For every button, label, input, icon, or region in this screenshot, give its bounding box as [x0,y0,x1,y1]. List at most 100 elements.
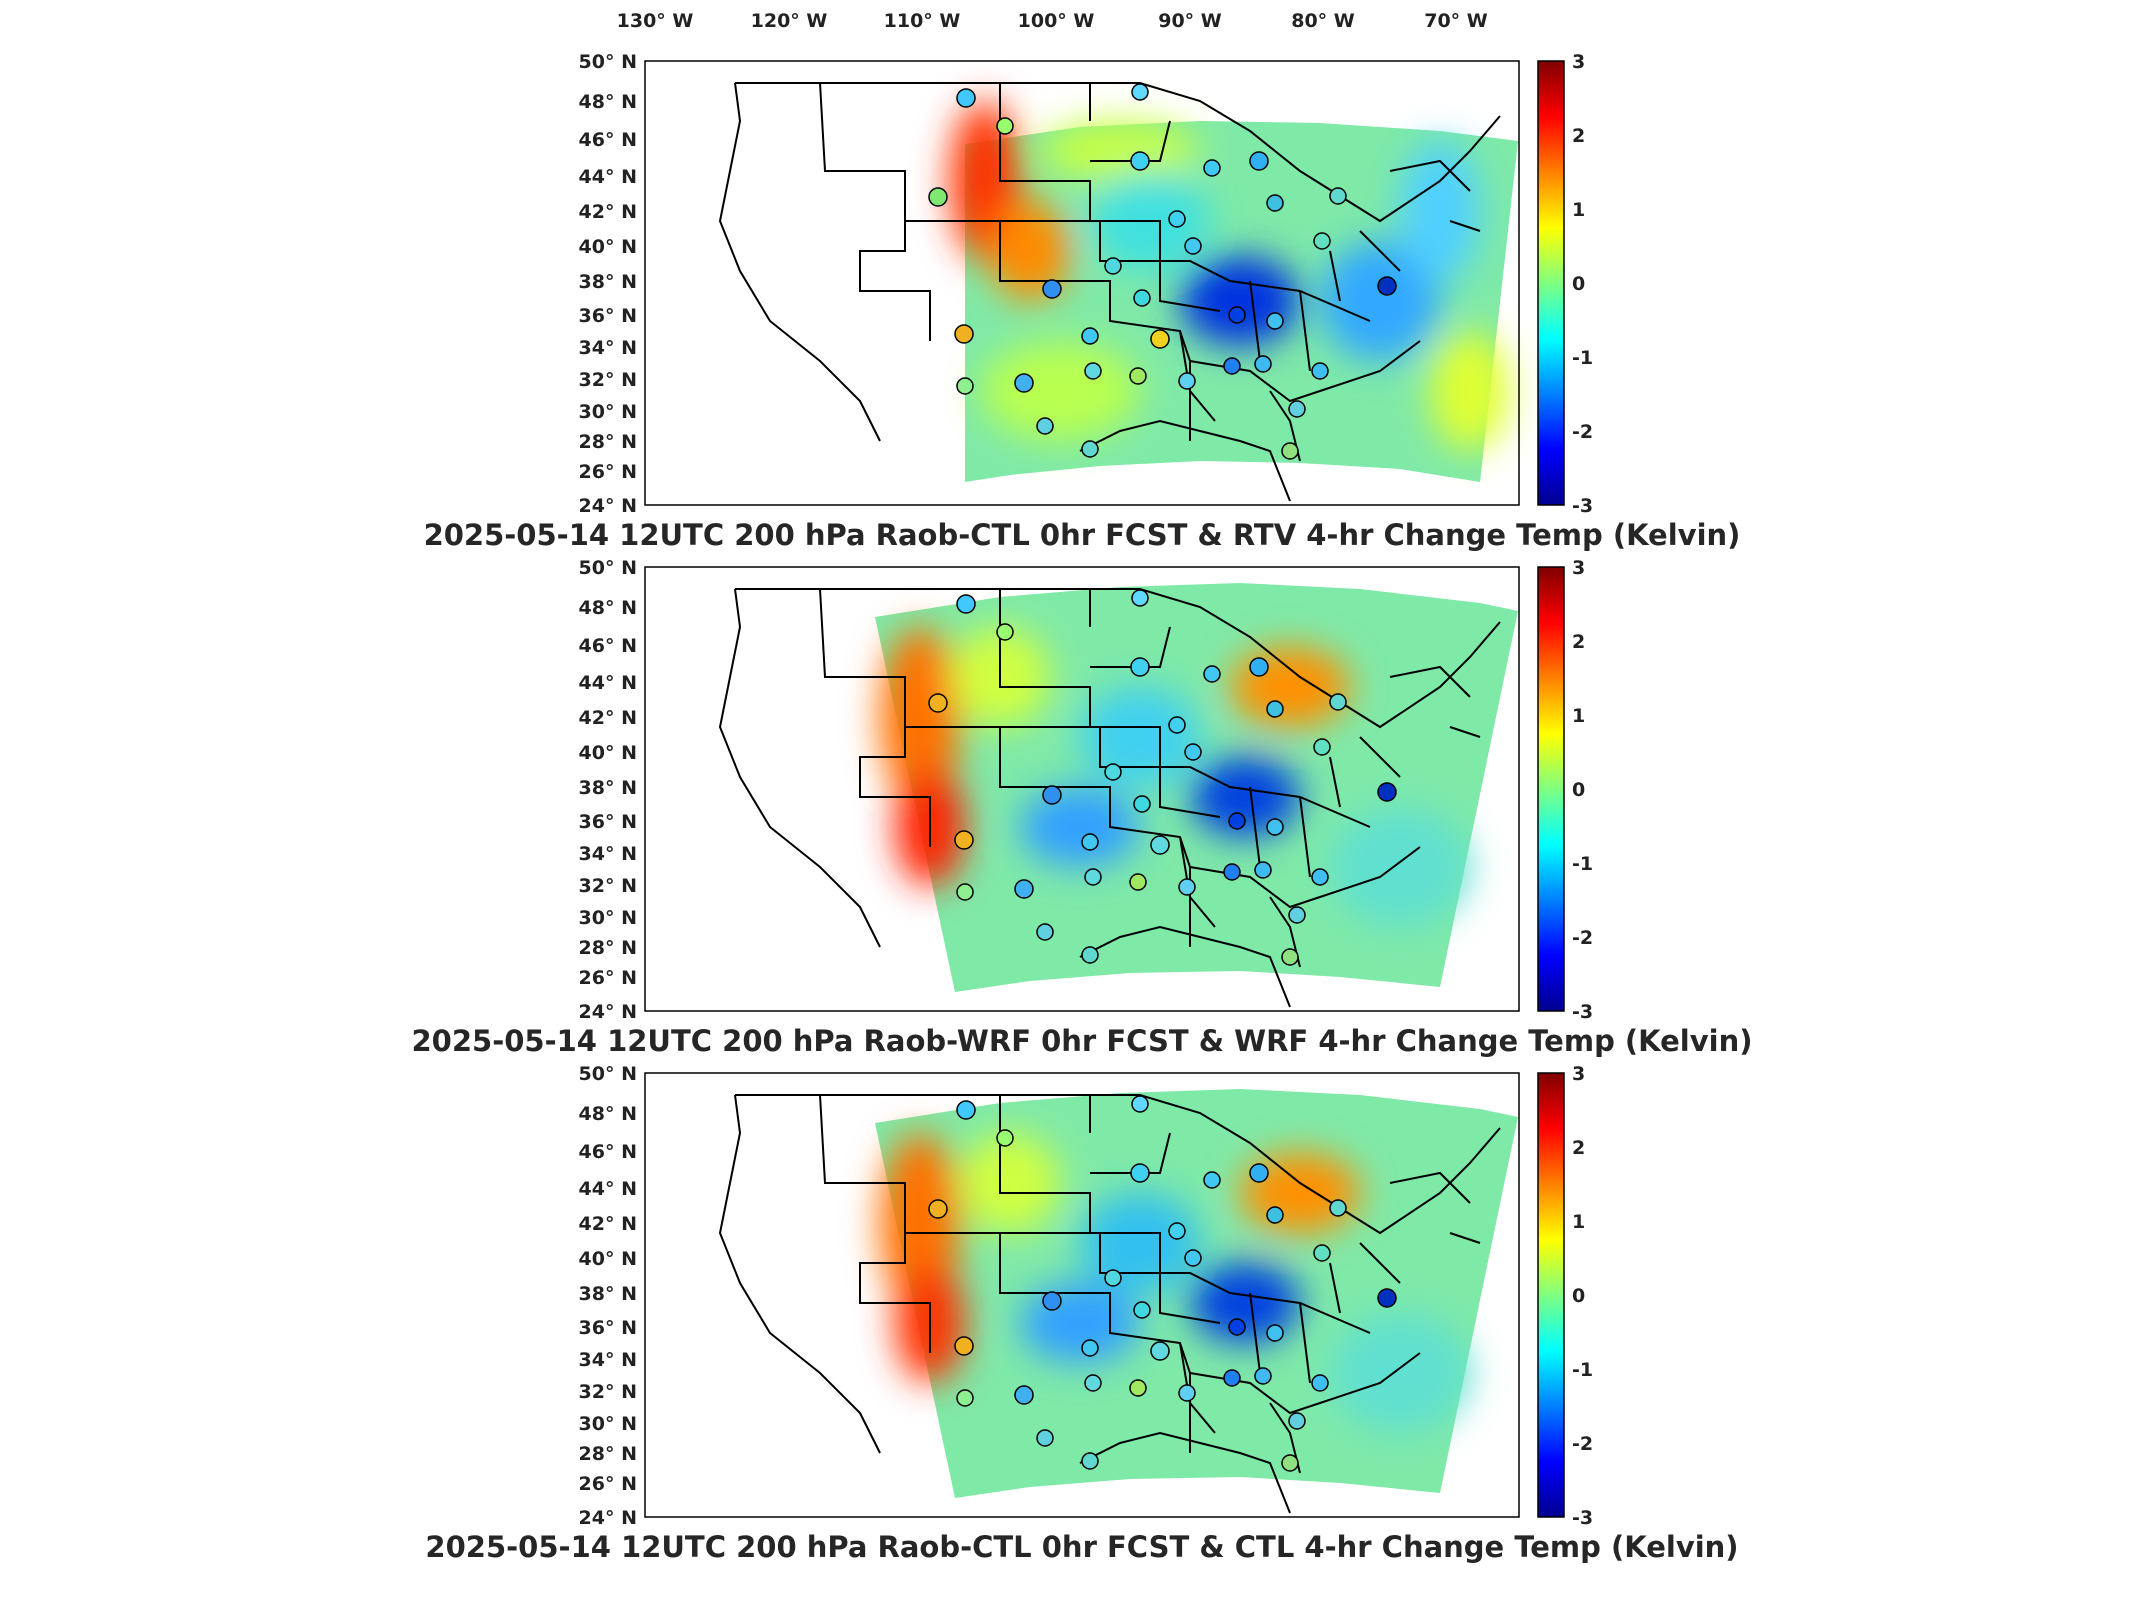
raob-station [956,594,976,614]
raob-station [1168,210,1186,228]
colorbar: 3 2 1 0 -1 -2 -3 [1537,557,1593,1023]
raob-station [954,1336,974,1356]
lat-label: 44° N [579,1178,637,1200]
lat-label: 50° N [579,557,637,579]
raob-stations [928,83,1397,460]
raob-station [1133,795,1151,813]
raob-station [1042,1291,1062,1311]
colorbar-tick: -2 [1572,421,1593,443]
raob-station [1081,327,1099,345]
state-borders [718,1094,1501,1514]
colorbar-tick: -3 [1572,1001,1593,1023]
lat-label: 32° N [579,1381,637,1403]
raob-station [1223,863,1241,881]
raob-station [1249,1163,1269,1183]
raob-station [1288,1412,1306,1430]
raob-station [1081,1452,1099,1470]
lat-label: 36° N [579,811,637,833]
lat-label: 34° N [579,843,637,865]
colorbar-tick: 0 [1572,1285,1585,1307]
raob-station [1228,1318,1246,1336]
raob-station [1311,1374,1329,1392]
lat-label: 48° N [579,597,637,619]
raob-station [1281,1454,1299,1472]
lat-label: 30° N [579,907,637,929]
colorbar-tick: 1 [1572,1211,1585,1233]
raob-station [1249,151,1269,171]
raob-station [1036,923,1054,941]
colorbar-tick: -1 [1572,1359,1593,1381]
colorbar-tick: -3 [1572,1507,1593,1529]
raob-station [1130,151,1150,171]
colorbar-tick: 1 [1572,705,1585,727]
panel-title: 2025-05-14 12UTC 200 hPa Raob-WRF 0hr FC… [411,1024,1752,1058]
raob-station [1042,279,1062,299]
lat-label: 44° N [579,672,637,694]
raob-station [1254,1367,1272,1385]
panel-title: 2025-05-14 12UTC 200 hPa Raob-CTL 0hr FC… [424,518,1741,552]
raob-station [1131,589,1149,607]
raob-station [1249,657,1269,677]
lat-label: 36° N [579,1317,637,1339]
lon-label: 100° W [1018,10,1095,32]
map-frame [644,60,1520,506]
raob-station [1104,763,1122,781]
lat-label: 48° N [579,1103,637,1125]
lon-label: 120° W [751,10,828,32]
colorbar-tick: 2 [1572,631,1585,653]
raob-station [1131,1095,1149,1113]
raob-station [1377,1288,1397,1308]
raob-station [1014,879,1034,899]
raob-station [1203,1171,1221,1189]
lat-label: 40° N [579,742,637,764]
raob-station [1014,373,1034,393]
colorbar-tick: 1 [1572,199,1585,221]
raob-station [956,377,974,395]
raob-station [1150,1341,1170,1361]
raob-station [1150,329,1170,349]
lat-label: 26° N [579,461,637,483]
raob-stations [928,589,1397,966]
raob-station [956,1100,976,1120]
raob-station [1281,948,1299,966]
raob-station [1266,818,1284,836]
colorbar-tick: -2 [1572,1433,1593,1455]
raob-station [1130,657,1150,677]
raob-station [1178,372,1196,390]
lat-label: 42° N [579,707,637,729]
raob-station [956,1389,974,1407]
lon-label: 130° W [617,10,694,32]
raob-station [1311,362,1329,380]
raob-station [1104,1269,1122,1287]
lat-label: 30° N [579,1413,637,1435]
lat-label: 42° N [579,1213,637,1235]
raob-station [1203,159,1221,177]
lat-label: 36° N [579,305,637,327]
raob-station [1178,878,1196,896]
raob-station [1104,257,1122,275]
raob-station [954,324,974,344]
lat-label: 32° N [579,369,637,391]
raob-station [1150,835,1170,855]
raob-station [1223,357,1241,375]
raob-station [1313,738,1331,756]
raob-station [1254,355,1272,373]
latitude-labels: 50° N 48° N 46° N 44° N 42° N 40° N 38° … [579,1063,637,1529]
lon-label: 70° W [1424,10,1488,32]
raob-station [1129,1379,1147,1397]
lat-label: 30° N [579,401,637,423]
latitude-labels: 50° N 48° N 46° N 44° N 42° N 40° N 38° … [579,557,637,1023]
raob-station [1081,1339,1099,1357]
raob-station [1266,700,1284,718]
raob-station [1311,868,1329,886]
state-borders [718,82,1501,502]
lat-label: 40° N [579,236,637,258]
raob-station [956,88,976,108]
panel-2: 50° N 48° N 46° N 44° N 42° N 40° N 38° … [411,557,1752,1058]
raob-station [1130,1163,1150,1183]
raob-station [1084,1374,1102,1392]
colorbar-tick: 0 [1572,779,1585,801]
raob-station [1014,1385,1034,1405]
raob-station [1042,785,1062,805]
raob-station [1129,367,1147,385]
